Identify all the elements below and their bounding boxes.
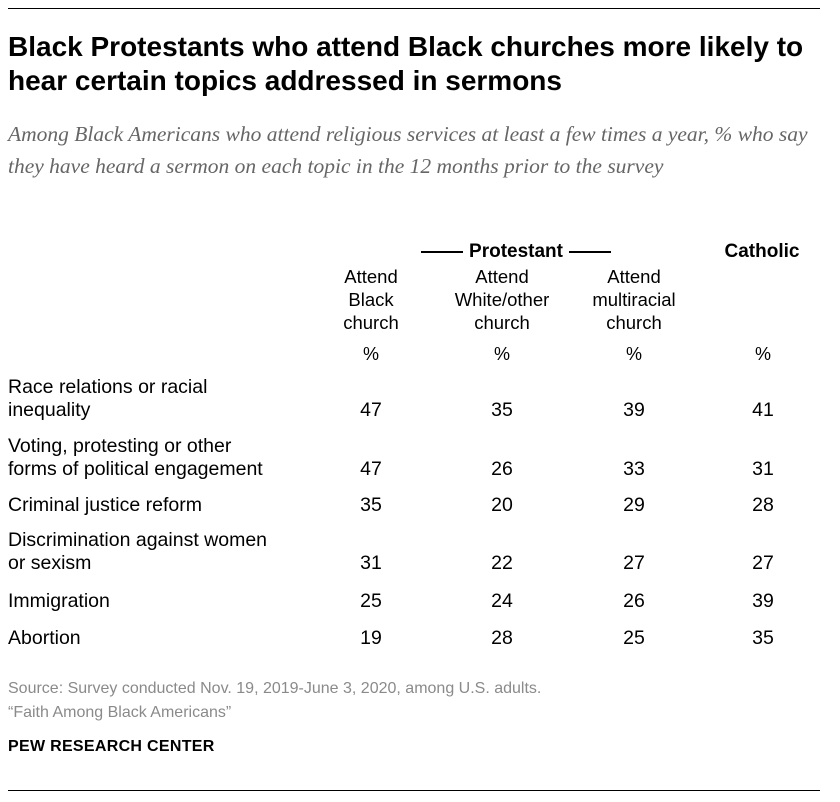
column-header-line: Attend — [344, 266, 398, 287]
percent-unit-label: % — [754, 344, 771, 364]
top-rule — [8, 8, 820, 9]
column-header-line: church — [606, 312, 662, 333]
value-cell: 20 — [491, 494, 513, 516]
row-label: Race relations or racial inequality — [8, 376, 328, 422]
row-label-line: Criminal justice reform — [8, 494, 202, 516]
value-cell: 25 — [623, 627, 645, 649]
column-header-line: church — [474, 312, 530, 333]
column-header-line: multiracial — [592, 289, 676, 310]
source-report-title: “Faith Among Black Americans” — [8, 704, 232, 721]
column-header-line: Attend — [475, 266, 529, 287]
value-cell: 19 — [360, 627, 382, 649]
column-header-line: Black — [348, 289, 394, 310]
column-header-line: White/other — [454, 289, 550, 310]
value-cell: 28 — [491, 627, 513, 649]
column-header: Attend White/other church — [427, 265, 577, 334]
value-cell: 47 — [360, 399, 382, 421]
value-cell: 26 — [491, 458, 513, 480]
percent-unit-label: % — [493, 344, 510, 364]
value-cell: 26 — [623, 590, 645, 612]
chart-title: Black Protestants who attend Black churc… — [8, 31, 804, 96]
protestant-group-header: Protestant — [376, 240, 656, 264]
row-label: Abortion — [8, 627, 328, 650]
row-label: Voting, protesting or other forms of poli… — [8, 435, 328, 481]
column-header: Attend Black church — [296, 265, 446, 334]
row-label: Criminal justice reform — [8, 494, 328, 517]
value-cell: 22 — [491, 552, 513, 574]
column-header-line: church — [343, 312, 399, 333]
left-dash — [421, 251, 464, 253]
value-cell: 31 — [752, 458, 774, 480]
row-label: Discrimination against women or sexism — [8, 529, 328, 575]
value-cell: 39 — [623, 399, 645, 421]
row-label-line: Abortion — [8, 627, 81, 649]
row-label-line: or sexism — [8, 552, 92, 574]
row-label: Immigration — [8, 590, 328, 613]
value-cell: 35 — [752, 627, 774, 649]
row-label-line: Discrimination against women — [8, 529, 268, 551]
value-cell: 29 — [623, 494, 645, 516]
value-cell: 39 — [752, 590, 774, 612]
value-cell: 24 — [491, 590, 513, 612]
value-cell: 35 — [360, 494, 382, 516]
column-header: Attend multiracial church — [559, 265, 709, 334]
source-note: Source: Survey conducted Nov. 19, 2019-J… — [8, 677, 541, 725]
value-cell: 47 — [360, 458, 382, 480]
value-cell: 35 — [491, 399, 513, 421]
catholic-header: Catholic — [724, 241, 800, 262]
row-label-line: forms of political engagement — [8, 458, 263, 480]
row-label-line: Immigration — [8, 590, 110, 612]
bottom-rule — [8, 790, 820, 791]
row-label-line: inequality — [8, 399, 91, 421]
value-cell: 27 — [623, 552, 645, 574]
row-label-line: Race relations or racial — [8, 376, 208, 398]
percent-unit-label: % — [625, 344, 642, 364]
value-cell: 27 — [752, 552, 774, 574]
chart-subtitle: Among Black Americans who attend religio… — [8, 122, 808, 178]
value-cell: 28 — [752, 494, 774, 516]
row-label-line: Voting, protesting or other — [8, 435, 232, 457]
value-cell: 25 — [360, 590, 382, 612]
value-cell: 31 — [360, 552, 382, 574]
value-cell: 41 — [752, 399, 774, 421]
percent-unit-label: % — [362, 344, 379, 364]
column-header-line: Attend — [607, 266, 661, 287]
source-line: Source: Survey conducted Nov. 19, 2019-J… — [8, 680, 542, 697]
brand-label: PEW RESEARCH CENTER — [8, 738, 215, 755]
value-cell: 33 — [623, 458, 645, 480]
right-dash — [568, 251, 611, 253]
protestant-label: Protestant — [469, 241, 563, 262]
